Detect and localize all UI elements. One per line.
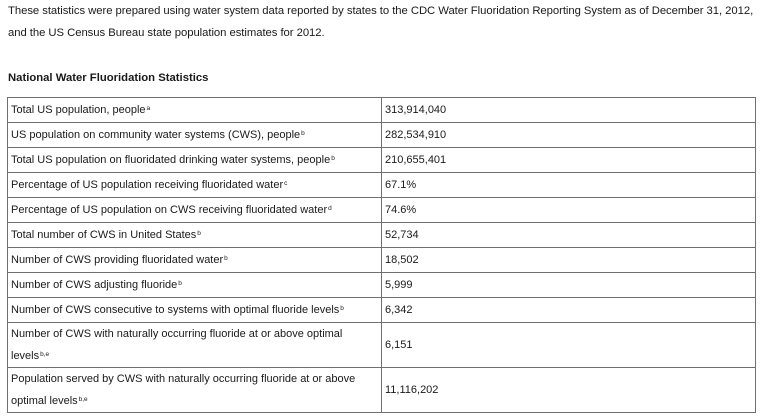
footnote-marker: a	[146, 105, 151, 112]
row-label-text: Number of CWS adjusting fluoride	[11, 279, 178, 291]
row-value: 11,116,202	[381, 367, 756, 413]
table-row: Number of CWS consecutive to systems wit…	[7, 297, 756, 323]
row-value: 67.1%	[381, 172, 756, 198]
footnote-marker: b,e	[40, 351, 50, 358]
row-label-text: Number of CWS consecutive to systems wit…	[11, 304, 340, 316]
row-label: Number of CWS providing fluoridated wate…	[7, 247, 382, 273]
row-value: 74.6%	[381, 197, 756, 223]
row-value: 18,502	[381, 247, 756, 273]
footnote-marker: c	[284, 180, 288, 187]
row-label-text: Number of CWS providing fluoridated wate…	[11, 254, 224, 266]
row-label-text: Population served by CWS with naturally …	[11, 373, 356, 407]
row-label: US population on community water systems…	[7, 122, 382, 148]
row-value: 6,342	[381, 297, 756, 323]
row-value: 210,655,401	[381, 147, 756, 173]
footnote-marker: b	[340, 305, 344, 312]
row-label: Population served by CWS with naturally …	[7, 367, 382, 413]
row-label: Total number of CWS in United Statesb	[7, 222, 382, 248]
row-label: Number of CWS consecutive to systems wit…	[7, 297, 382, 323]
row-label: Total US population on fluoridated drink…	[7, 147, 382, 173]
intro-line-1: These statistics were prepared using wat…	[8, 5, 754, 17]
row-label: Number of CWS with naturally occurring f…	[7, 322, 382, 368]
footnote-marker: d	[328, 205, 332, 212]
row-label-text: Number of CWS with naturally occurring f…	[11, 328, 343, 362]
table-row: Total US population on fluoridated drink…	[7, 147, 756, 173]
table-row: Population served by CWS with naturally …	[7, 367, 756, 413]
row-label-text: Total number of CWS in United States	[11, 229, 197, 241]
row-label-text: Percentage of US population receiving fl…	[11, 179, 284, 191]
row-value: 282,534,910	[381, 122, 756, 148]
table-row: Number of CWS providing fluoridated wate…	[7, 247, 756, 273]
footnote-marker: b	[224, 255, 228, 262]
row-value: 5,999	[381, 272, 756, 298]
row-value: 313,914,040	[381, 97, 756, 123]
section-title: National Water Fluoridation Statistics	[8, 72, 209, 84]
table-row: US population on community water systems…	[7, 122, 756, 148]
table-row: Percentage of US population on CWS recei…	[7, 197, 756, 223]
footnote-marker: b	[301, 130, 305, 137]
row-label-text: Total US population on fluoridated drink…	[11, 154, 331, 166]
table-row: Percentage of US population receiving fl…	[7, 172, 756, 198]
table-row: Total US population, peoplea 313,914,040	[7, 97, 756, 123]
row-label-text: Total US population, people	[11, 104, 146, 116]
table-row: Total number of CWS in United Statesb 52…	[7, 222, 756, 248]
intro-text: These statistics were prepared using wat…	[8, 0, 758, 44]
row-label: Number of CWS adjusting fluorideb	[7, 272, 382, 298]
statistics-table: Total US population, peoplea 313,914,040…	[7, 97, 756, 413]
intro-line-2: and the US Census Bureau state populatio…	[8, 27, 325, 39]
footnote-marker: b	[331, 155, 335, 162]
row-value: 6,151	[381, 322, 756, 368]
footnote-marker: b	[197, 230, 201, 237]
footnote-marker: b	[178, 280, 182, 287]
row-label: Total US population, peoplea	[7, 97, 382, 123]
row-label: Percentage of US population receiving fl…	[7, 172, 382, 198]
row-value: 52,734	[381, 222, 756, 248]
row-label-text: US population on community water systems…	[11, 129, 301, 141]
row-label: Percentage of US population on CWS recei…	[7, 197, 382, 223]
table-row: Number of CWS with naturally occurring f…	[7, 322, 756, 368]
table-row: Number of CWS adjusting fluorideb 5,999	[7, 272, 756, 298]
row-label-text: Percentage of US population on CWS recei…	[11, 204, 328, 216]
footnote-marker: b,e	[78, 396, 88, 403]
